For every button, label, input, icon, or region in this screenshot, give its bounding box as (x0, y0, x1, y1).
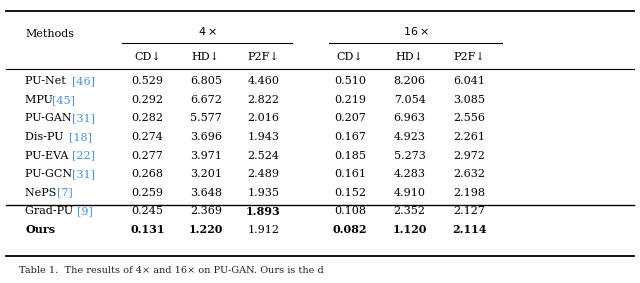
Text: 1.912: 1.912 (248, 225, 280, 235)
Text: 0.268: 0.268 (132, 169, 164, 179)
Text: [22]: [22] (72, 151, 95, 160)
Text: 2.016: 2.016 (248, 113, 280, 123)
Text: PU-EVA: PU-EVA (25, 151, 72, 160)
Text: 1.943: 1.943 (248, 132, 280, 142)
Text: PU-GCN: PU-GCN (25, 169, 76, 179)
Text: 6.041: 6.041 (453, 76, 485, 86)
Text: 0.161: 0.161 (334, 169, 366, 179)
Text: 0.167: 0.167 (334, 132, 366, 142)
Text: 2.489: 2.489 (248, 169, 280, 179)
Text: [45]: [45] (52, 95, 75, 105)
Text: 0.185: 0.185 (334, 151, 366, 160)
Text: P2F↓: P2F↓ (453, 52, 485, 62)
Text: 0.219: 0.219 (334, 95, 366, 105)
Text: 2.114: 2.114 (452, 224, 486, 235)
Text: 2.127: 2.127 (453, 206, 485, 216)
Text: CD↓: CD↓ (337, 52, 364, 62)
Text: PU-Net: PU-Net (25, 76, 70, 86)
Text: [31]: [31] (72, 169, 95, 179)
Text: 2.822: 2.822 (248, 95, 280, 105)
Text: 0.082: 0.082 (333, 224, 367, 235)
Text: 2.632: 2.632 (453, 169, 485, 179)
Text: 0.207: 0.207 (334, 113, 366, 123)
Text: 7.054: 7.054 (394, 95, 426, 105)
Text: 5.577: 5.577 (190, 113, 221, 123)
Text: 0.259: 0.259 (132, 188, 164, 198)
Text: 3.085: 3.085 (453, 95, 485, 105)
Text: 2.369: 2.369 (190, 206, 222, 216)
Text: 3.648: 3.648 (190, 188, 222, 198)
Text: 2.524: 2.524 (248, 151, 280, 160)
Text: 1.893: 1.893 (246, 206, 281, 217)
Text: 3.696: 3.696 (190, 132, 222, 142)
Text: 2.556: 2.556 (453, 113, 485, 123)
Text: $16\times$: $16\times$ (403, 25, 429, 37)
Text: 0.292: 0.292 (132, 95, 164, 105)
Text: 5.273: 5.273 (394, 151, 426, 160)
Text: 2.972: 2.972 (453, 151, 485, 160)
Text: 0.282: 0.282 (132, 113, 164, 123)
Text: [46]: [46] (72, 76, 95, 86)
Text: 0.152: 0.152 (334, 188, 366, 198)
Text: 8.206: 8.206 (394, 76, 426, 86)
Text: Ours: Ours (25, 224, 55, 235)
Text: $4\times$: $4\times$ (198, 25, 216, 37)
Text: 0.274: 0.274 (132, 132, 163, 142)
Text: 0.108: 0.108 (334, 206, 366, 216)
Text: Dis-PU: Dis-PU (25, 132, 67, 142)
Text: [31]: [31] (72, 113, 95, 123)
Text: CD↓: CD↓ (134, 52, 161, 62)
Text: MPU: MPU (25, 95, 56, 105)
Text: 2.352: 2.352 (394, 206, 426, 216)
Text: [7]: [7] (56, 188, 72, 198)
Text: 0.245: 0.245 (132, 206, 164, 216)
Text: Grad-PU: Grad-PU (25, 206, 77, 216)
Text: Methods: Methods (25, 29, 74, 39)
Text: 2.198: 2.198 (453, 188, 485, 198)
Text: 4.923: 4.923 (394, 132, 426, 142)
Text: 1.220: 1.220 (189, 224, 223, 235)
Text: [18]: [18] (69, 132, 92, 142)
Text: [9]: [9] (77, 206, 93, 216)
Text: 0.529: 0.529 (132, 76, 164, 86)
Text: 4.910: 4.910 (394, 188, 426, 198)
Text: 0.510: 0.510 (334, 76, 366, 86)
Text: 1.120: 1.120 (392, 224, 427, 235)
Text: 6.805: 6.805 (190, 76, 222, 86)
Text: 3.971: 3.971 (190, 151, 222, 160)
Text: 4.283: 4.283 (394, 169, 426, 179)
Text: 0.277: 0.277 (132, 151, 163, 160)
Text: NePS: NePS (25, 188, 60, 198)
Text: 2.261: 2.261 (453, 132, 485, 142)
Text: 6.963: 6.963 (394, 113, 426, 123)
Text: HD↓: HD↓ (192, 52, 220, 62)
Text: 6.672: 6.672 (190, 95, 222, 105)
Text: 4.460: 4.460 (248, 76, 280, 86)
Text: 0.131: 0.131 (131, 224, 164, 235)
Text: 1.935: 1.935 (248, 188, 280, 198)
Text: HD↓: HD↓ (396, 52, 424, 62)
Text: 3.201: 3.201 (190, 169, 222, 179)
Text: PU-GAN: PU-GAN (25, 113, 76, 123)
Text: Table 1.  The results of 4× and 16× on PU-GAN. Ours is the d: Table 1. The results of 4× and 16× on PU… (19, 265, 324, 275)
Text: P2F↓: P2F↓ (248, 52, 280, 62)
